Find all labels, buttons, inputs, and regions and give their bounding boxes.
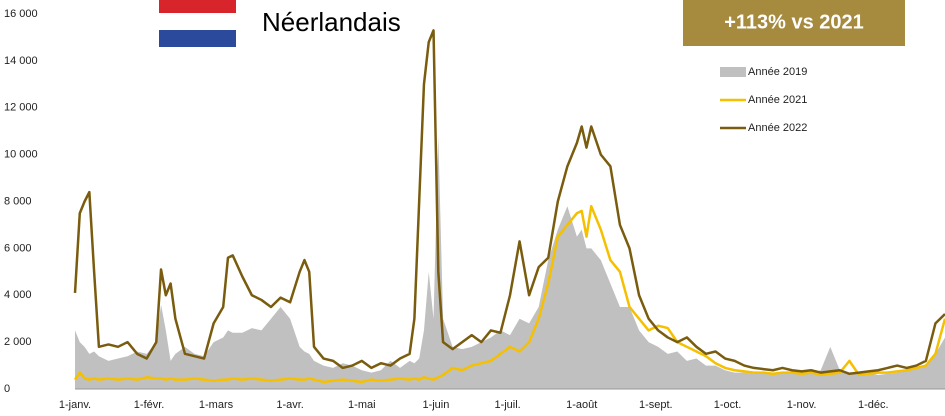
legend-label: Année 2021 — [748, 94, 807, 106]
x-tick-label: 1-juil. — [494, 399, 520, 411]
flag-white — [159, 13, 236, 30]
flag-blue — [159, 30, 236, 47]
x-tick-label: 1-févr. — [134, 399, 165, 411]
legend-label: Année 2019 — [748, 66, 807, 78]
y-tick-label: 4 000 — [4, 289, 32, 301]
flag — [159, 0, 236, 47]
x-tick-label: 1-août — [566, 399, 597, 411]
y-tick-label: 12 000 — [4, 102, 38, 114]
x-tick-label: 1-sept. — [639, 399, 673, 411]
x-tick-label: 1-mars — [199, 399, 234, 411]
badge-text: +113% vs 2021 — [724, 11, 864, 33]
x-tick-label: 1-déc. — [858, 399, 889, 411]
x-tick-label: 1-avr. — [276, 399, 304, 411]
legend-label: Année 2022 — [748, 122, 807, 134]
line — [73, 29, 945, 376]
badge — [683, 0, 905, 46]
area — [75, 135, 945, 389]
x-tick-label: 1-juin — [422, 399, 449, 411]
x-tick-label: 1-mai — [348, 399, 376, 411]
x-tick-label: 1-oct. — [714, 399, 742, 411]
y-tick-label: 10 000 — [4, 149, 38, 161]
y-tick-label: 8 000 — [4, 195, 32, 207]
line — [73, 204, 945, 384]
flag-red — [159, 0, 236, 13]
y-tick-label: 14 000 — [4, 55, 38, 67]
chart-title: Néerlandais — [262, 7, 401, 37]
y-tick-label: 2 000 — [4, 336, 32, 348]
x-tick-label: 1-janv. — [59, 399, 91, 411]
x-tick-label: 1-nov. — [787, 399, 817, 411]
y-tick-label: 16 000 — [4, 8, 38, 20]
y-tick-label: 6 000 — [4, 242, 32, 254]
legend-swatch — [720, 67, 746, 77]
y-tick-label: 0 — [4, 383, 10, 395]
